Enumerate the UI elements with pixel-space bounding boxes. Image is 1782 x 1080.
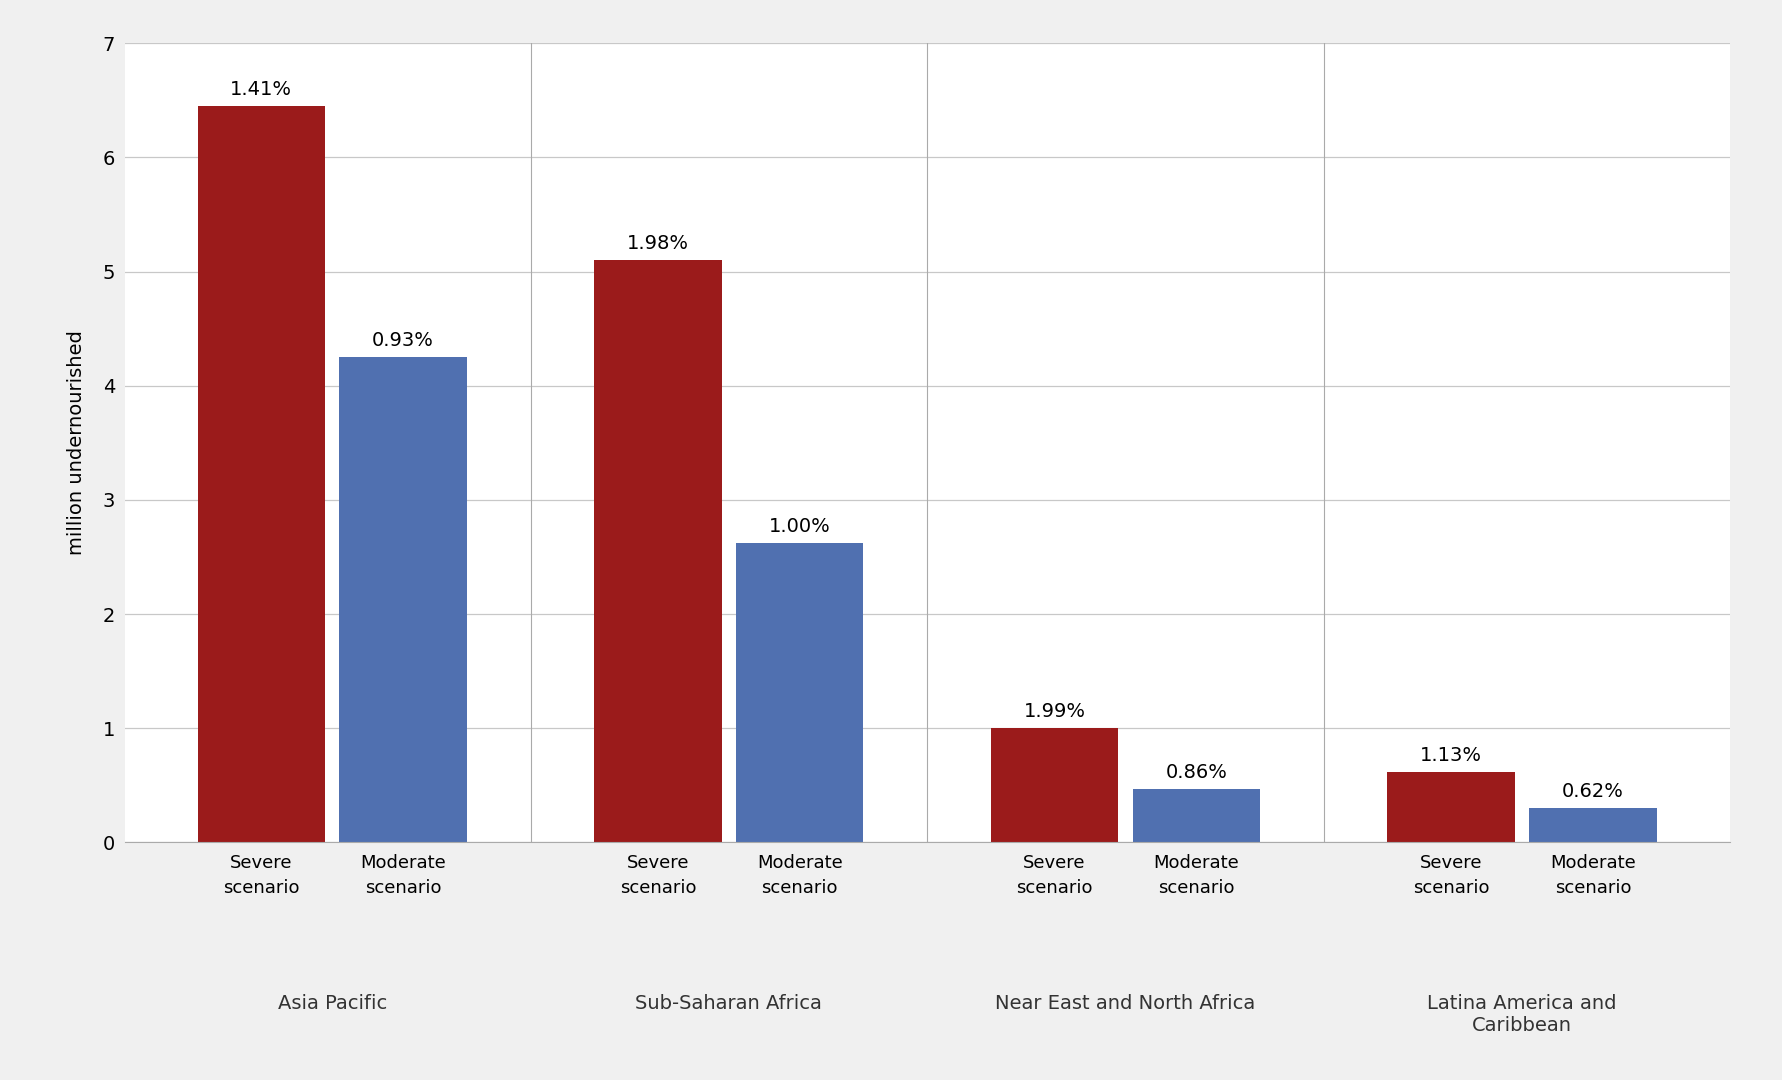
Bar (339, 357, 467, 842)
Bar (593, 260, 722, 842)
Text: 1.13%: 1.13% (1418, 746, 1481, 765)
Text: Near East and North Africa: Near East and North Africa (994, 995, 1255, 1013)
Text: 0.93%: 0.93% (372, 332, 433, 350)
Bar (1529, 808, 1655, 842)
Text: 1.00%: 1.00% (768, 517, 830, 537)
Text: Latina America and
Caribbean: Latina America and Caribbean (1427, 995, 1616, 1036)
Bar (991, 728, 1117, 842)
Y-axis label: million undernourished: million undernourished (68, 330, 86, 555)
Text: 1.99%: 1.99% (1023, 702, 1085, 721)
Text: 1.41%: 1.41% (230, 80, 292, 99)
Text: 0.62%: 0.62% (1561, 782, 1623, 801)
Bar (736, 543, 862, 842)
Bar (1132, 788, 1260, 842)
Text: 1.98%: 1.98% (627, 234, 688, 254)
Bar (1386, 771, 1515, 842)
Text: Sub-Saharan Africa: Sub-Saharan Africa (634, 995, 822, 1013)
Bar (198, 106, 324, 842)
Text: 0.86%: 0.86% (1165, 762, 1226, 782)
Text: Asia Pacific: Asia Pacific (278, 995, 387, 1013)
